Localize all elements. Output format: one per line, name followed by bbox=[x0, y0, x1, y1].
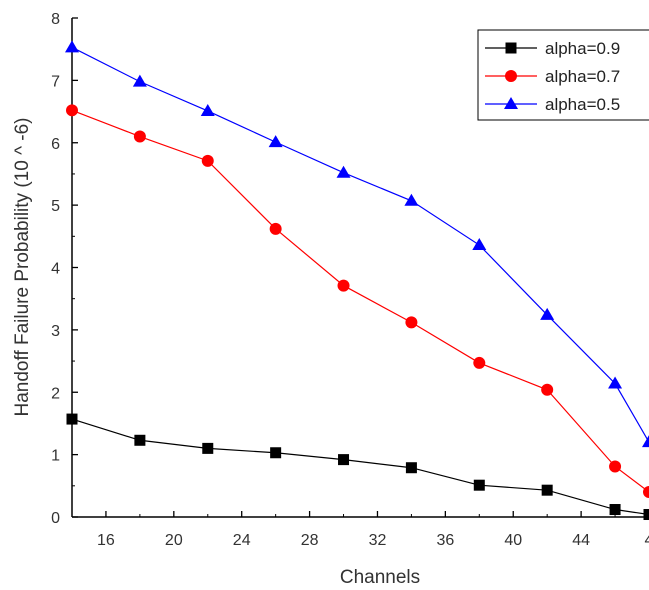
data-point bbox=[405, 462, 417, 474]
series-line bbox=[71, 109, 649, 493]
data-point bbox=[404, 193, 419, 206]
data-point bbox=[473, 356, 486, 369]
series-circle bbox=[66, 104, 649, 499]
series-layer bbox=[65, 40, 649, 521]
data-point bbox=[201, 154, 214, 167]
y-tick-label: 8 bbox=[51, 11, 60, 28]
data-point bbox=[609, 504, 621, 516]
y-tick-label: 2 bbox=[51, 385, 60, 402]
data-point bbox=[337, 279, 350, 292]
legend-label: alpha=0.5 bbox=[545, 95, 620, 114]
legend-marker bbox=[504, 97, 518, 109]
x-tick-label: 4 bbox=[645, 532, 649, 549]
data-point bbox=[609, 460, 622, 473]
series-line bbox=[71, 418, 649, 516]
tick-labels: 01234567816202428323640444 bbox=[51, 11, 649, 549]
legend-marker bbox=[505, 42, 517, 54]
y-tick-label: 3 bbox=[51, 323, 60, 340]
data-point bbox=[66, 104, 78, 117]
series-triangle bbox=[65, 40, 649, 448]
y-tick-label: 1 bbox=[51, 448, 60, 465]
legend-marker bbox=[505, 70, 517, 82]
data-point bbox=[473, 479, 485, 491]
data-point bbox=[338, 454, 350, 466]
x-tick-label: 28 bbox=[301, 532, 319, 549]
x-tick-label: 36 bbox=[436, 532, 454, 549]
x-tick-label: 32 bbox=[369, 532, 387, 549]
data-point bbox=[541, 383, 554, 396]
data-point bbox=[541, 484, 553, 496]
data-point bbox=[269, 222, 282, 235]
y-tick-label: 4 bbox=[51, 261, 60, 278]
data-point bbox=[134, 434, 146, 446]
data-point bbox=[202, 442, 214, 454]
y-tick-label: 7 bbox=[51, 73, 60, 90]
x-axis-title: Channels bbox=[340, 567, 420, 588]
y-tick-label: 6 bbox=[51, 136, 60, 153]
series-line bbox=[71, 46, 649, 443]
data-point bbox=[133, 130, 146, 143]
legend-label: alpha=0.7 bbox=[545, 67, 620, 86]
y-tick-label: 0 bbox=[51, 510, 60, 527]
legend: alpha=0.9 alpha=0.7 alpha=0.5 bbox=[477, 29, 649, 121]
data-point bbox=[540, 307, 555, 320]
data-point bbox=[643, 486, 649, 499]
y-tick-label: 5 bbox=[51, 198, 60, 215]
legend-label: alpha=0.9 bbox=[545, 39, 620, 58]
data-point bbox=[643, 509, 649, 521]
x-tick-label: 40 bbox=[504, 532, 522, 549]
x-tick-label: 44 bbox=[572, 532, 590, 549]
series-square bbox=[66, 413, 649, 521]
x-tick-label: 20 bbox=[165, 532, 183, 549]
data-point bbox=[65, 40, 79, 53]
data-point bbox=[405, 316, 418, 329]
data-point bbox=[642, 435, 649, 448]
data-point bbox=[132, 74, 147, 87]
x-tick-label: 16 bbox=[97, 532, 115, 549]
data-point bbox=[66, 413, 78, 425]
data-point bbox=[472, 238, 487, 251]
y-axis-title: Handoff Failure Probability (10 ^ -6) bbox=[12, 118, 33, 417]
data-point bbox=[608, 376, 623, 389]
data-point bbox=[270, 447, 282, 459]
data-point bbox=[200, 103, 215, 116]
x-tick-label: 24 bbox=[233, 532, 251, 549]
data-point bbox=[336, 165, 351, 178]
data-point bbox=[268, 135, 283, 148]
